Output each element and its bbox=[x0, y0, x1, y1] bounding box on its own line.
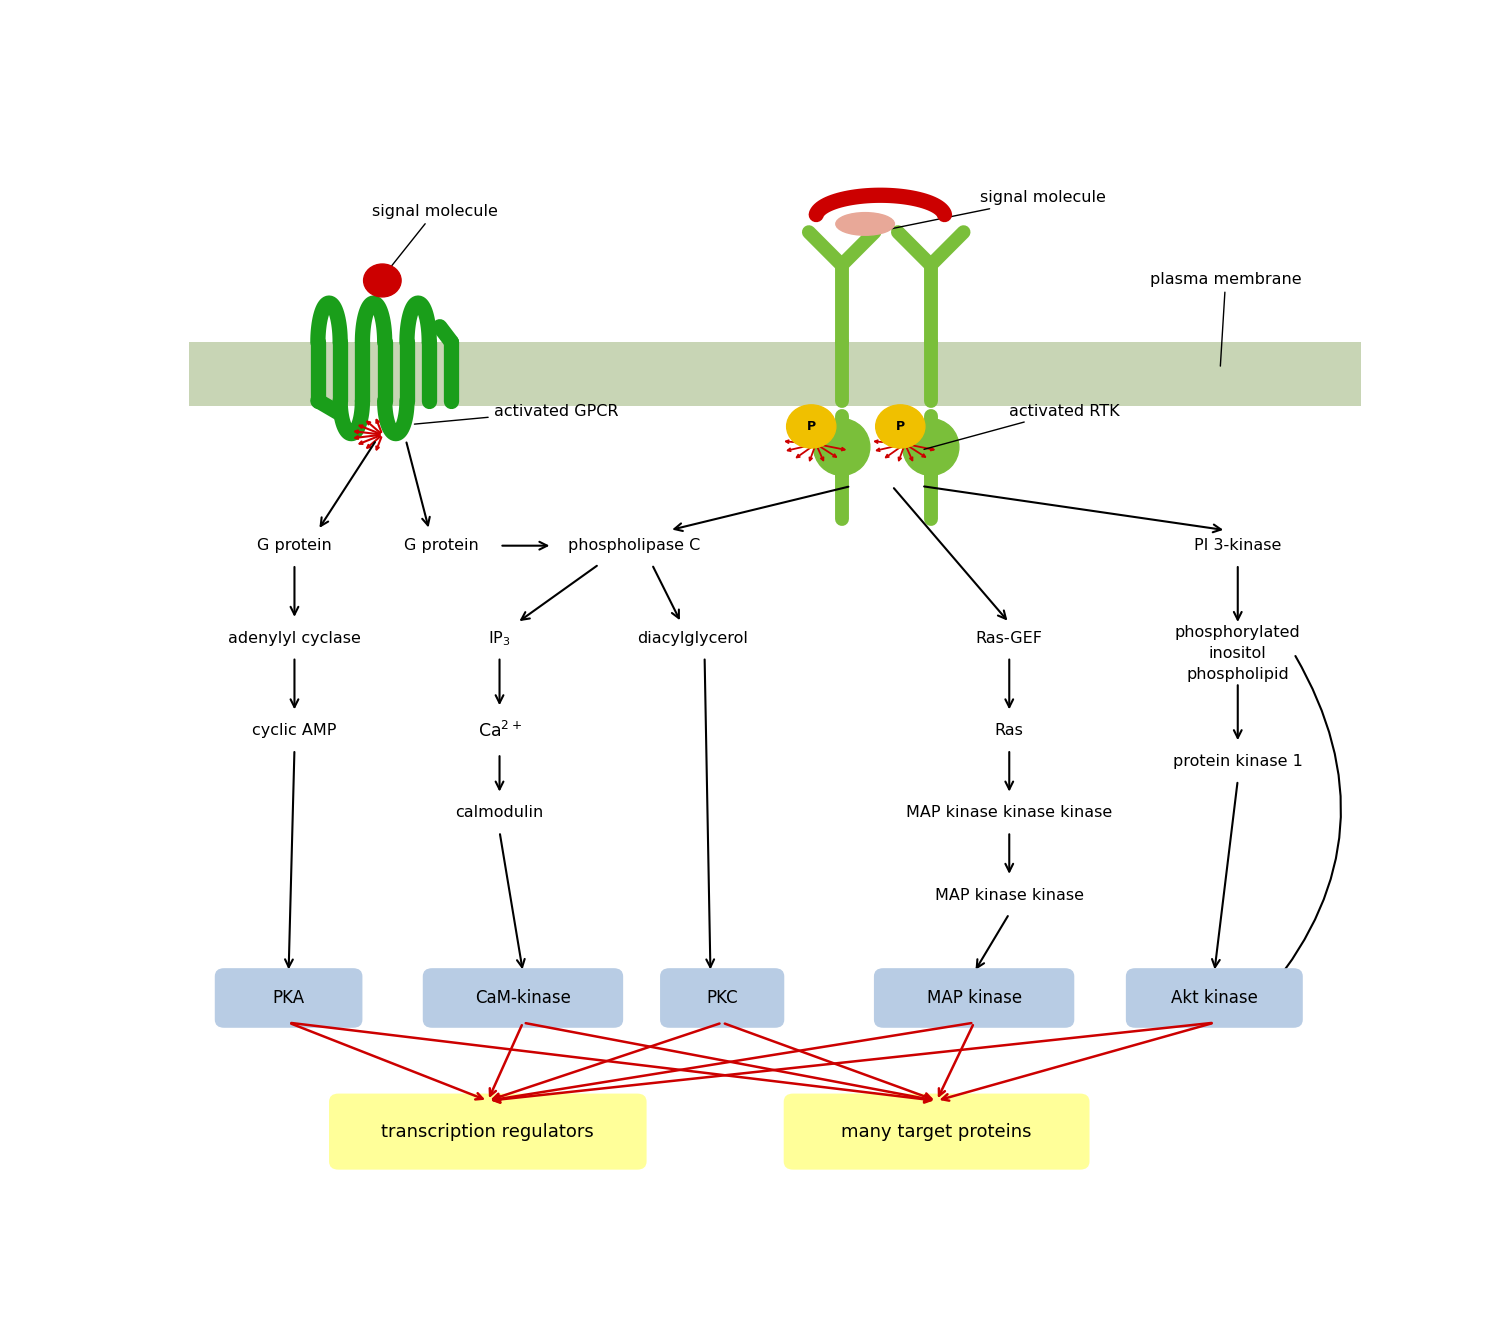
FancyBboxPatch shape bbox=[423, 968, 623, 1028]
Text: many target proteins: many target proteins bbox=[841, 1123, 1031, 1140]
Text: MAP kinase kinase: MAP kinase kinase bbox=[934, 888, 1084, 902]
Text: calmodulin: calmodulin bbox=[455, 805, 544, 821]
FancyBboxPatch shape bbox=[1126, 968, 1303, 1028]
Text: signal molecule: signal molecule bbox=[877, 191, 1105, 231]
Text: activated RTK: activated RTK bbox=[924, 403, 1120, 450]
Text: G protein: G protein bbox=[404, 538, 478, 553]
Text: PKC: PKC bbox=[706, 989, 738, 1007]
Text: G protein: G protein bbox=[257, 538, 331, 553]
Ellipse shape bbox=[813, 419, 869, 475]
FancyBboxPatch shape bbox=[874, 968, 1075, 1028]
FancyBboxPatch shape bbox=[330, 1093, 647, 1169]
Ellipse shape bbox=[903, 419, 959, 475]
Text: P: P bbox=[807, 421, 816, 433]
FancyBboxPatch shape bbox=[215, 968, 363, 1028]
Text: phosphorylated
inositol
phospholipid: phosphorylated inositol phospholipid bbox=[1175, 625, 1300, 682]
Text: adenylyl cyclase: adenylyl cyclase bbox=[228, 630, 361, 646]
Circle shape bbox=[786, 405, 836, 449]
Text: activated GPCR: activated GPCR bbox=[414, 403, 618, 425]
Text: transcription regulators: transcription regulators bbox=[381, 1123, 594, 1140]
Text: diacylglycerol: diacylglycerol bbox=[638, 630, 748, 646]
Text: PI 3-kinase: PI 3-kinase bbox=[1194, 538, 1282, 553]
Text: phospholipase C: phospholipase C bbox=[569, 538, 700, 553]
Text: CaM-kinase: CaM-kinase bbox=[475, 989, 572, 1007]
Text: Ras-GEF: Ras-GEF bbox=[975, 630, 1043, 646]
Circle shape bbox=[363, 264, 401, 296]
Text: signal molecule: signal molecule bbox=[372, 204, 497, 278]
Text: plasma membrane: plasma membrane bbox=[1149, 271, 1302, 366]
FancyBboxPatch shape bbox=[661, 968, 785, 1028]
Text: MAP kinase: MAP kinase bbox=[927, 989, 1022, 1007]
Text: protein kinase 1: protein kinase 1 bbox=[1173, 754, 1303, 769]
Text: P: P bbox=[895, 421, 904, 433]
Bar bbox=[189, 342, 1361, 406]
Text: Ca$^{2+}$: Ca$^{2+}$ bbox=[478, 721, 522, 741]
Text: IP$_3$: IP$_3$ bbox=[488, 629, 511, 647]
Text: PKA: PKA bbox=[272, 989, 304, 1007]
Text: cyclic AMP: cyclic AMP bbox=[253, 724, 337, 738]
Circle shape bbox=[875, 405, 925, 449]
Ellipse shape bbox=[836, 212, 895, 235]
FancyBboxPatch shape bbox=[783, 1093, 1090, 1169]
Text: Akt kinase: Akt kinase bbox=[1170, 989, 1258, 1007]
Text: Ras: Ras bbox=[995, 724, 1024, 738]
Text: MAP kinase kinase kinase: MAP kinase kinase kinase bbox=[906, 805, 1113, 821]
